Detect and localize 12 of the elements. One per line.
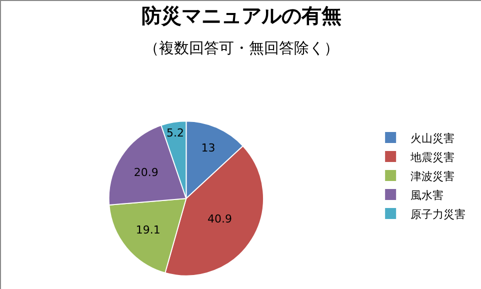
legend-label: 地震災害: [410, 150, 455, 164]
legend-label: 火山災害: [410, 132, 455, 145]
legend-label: 風水害: [410, 188, 444, 202]
chart-subtitle: （複数回答可・無回答除く）: [144, 39, 339, 57]
data-label: 20.9: [134, 166, 158, 179]
legend-label: 原子力災害: [410, 208, 466, 221]
data-label: 40.9: [208, 212, 232, 226]
data-label: 5.2: [166, 126, 184, 140]
legend-label: 津波災害: [410, 170, 455, 183]
data-label: 13: [201, 141, 216, 154]
chart-title: 防災マニュアルの有無: [142, 3, 342, 28]
data-label: 19.1: [136, 223, 160, 236]
